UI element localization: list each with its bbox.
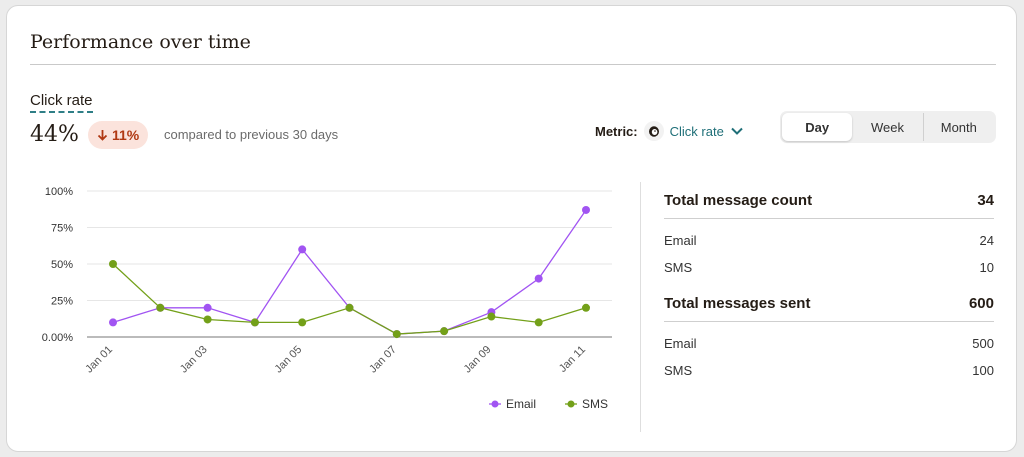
x-tick-label: Jan 05 — [272, 344, 304, 376]
stats-row-value: 10 — [979, 260, 994, 275]
stats-label: Total messages sent — [664, 294, 811, 312]
metric-dropdown[interactable]: Metric: Click rate — [595, 118, 744, 144]
data-point-email — [298, 245, 307, 254]
chevron-down-icon[interactable] — [730, 126, 744, 136]
metric-value: 44% — [30, 122, 79, 147]
stats-header-messages-sent: Total messages sent 600 — [664, 285, 994, 322]
stats-value: 34 — [977, 191, 994, 209]
x-tick-label: Jan 01 — [83, 344, 115, 376]
range-tab-month[interactable]: Month — [922, 113, 994, 141]
y-tick-label: 75% — [51, 223, 73, 235]
data-point-sms — [298, 318, 307, 327]
panel-divider — [640, 182, 641, 432]
metric-dropdown-value[interactable]: Click rate — [669, 123, 724, 139]
x-tick-label: Jan 07 — [367, 344, 399, 376]
data-point-sms — [345, 303, 354, 312]
data-point-email — [203, 303, 212, 312]
stats-row-sms-sent: SMS 100 — [664, 357, 994, 384]
legend-label: SMS — [582, 397, 608, 411]
title-divider — [30, 64, 996, 65]
stats-row-label: Email — [664, 233, 697, 248]
y-tick-label: 25% — [51, 296, 73, 308]
series-line-sms — [112, 263, 587, 335]
legend-label: Email — [506, 397, 536, 411]
data-point-sms — [203, 315, 212, 324]
stats-panel: Total message count 34 Email 24 SMS 10 T… — [664, 182, 994, 384]
data-point-sms — [250, 318, 259, 327]
series-line-email — [112, 209, 587, 335]
stats-row-value: 100 — [972, 363, 994, 378]
x-tick-label: Jan 09 — [462, 344, 494, 376]
change-badge: 11% — [88, 121, 149, 149]
performance-card: Performance over time Click rate 44% 11%… — [6, 5, 1017, 452]
compare-text: compared to previous 30 days — [164, 127, 339, 142]
data-point-email — [109, 318, 117, 327]
legend-marker — [567, 400, 575, 408]
x-tick-label: Jan 11 — [557, 344, 588, 375]
stats-label: Total message count — [664, 191, 813, 209]
x-tick-label: Jan 03 — [178, 344, 210, 376]
stats-row-email-sent: Email 500 — [664, 330, 994, 357]
y-tick-label: 0.00% — [42, 332, 73, 344]
stats-row-email-count: Email 24 — [664, 227, 994, 254]
metric-label[interactable]: Click rate — [30, 92, 93, 113]
stats-row-label: SMS — [664, 260, 693, 275]
stats-row-sms-count: SMS 10 — [664, 254, 994, 281]
range-toggle: Day Week Month — [780, 111, 996, 143]
stats-row-label: SMS — [664, 363, 693, 378]
range-tab-week[interactable]: Week — [870, 119, 904, 135]
arrow-down-icon — [97, 130, 108, 141]
data-point-sms — [109, 260, 117, 268]
stats-row-label: Email — [664, 336, 697, 351]
card-title: Performance over time — [30, 31, 251, 53]
data-point-email — [534, 274, 543, 283]
mailchimp-freddie-icon — [643, 121, 664, 141]
legend-marker — [491, 400, 499, 408]
stats-row-value: 500 — [972, 336, 994, 351]
metric-dropdown-label: Metric: — [595, 123, 638, 139]
stats-value: 600 — [968, 294, 994, 312]
data-point-sms — [487, 312, 496, 321]
y-tick-label: 50% — [51, 259, 73, 271]
data-point-sms — [534, 318, 543, 327]
data-point-sms — [392, 330, 401, 339]
range-tab-day[interactable]: Day — [782, 113, 853, 141]
click-rate-line-chart: 100% 75% 50% 25% 0.00% Jan 01 Jan 03 Jan 05 Jan … — [42, 186, 612, 411]
data-point-sms — [440, 327, 449, 336]
stats-header-message-count: Total message count 34 — [664, 182, 994, 219]
y-tick-label: 100% — [45, 186, 73, 198]
stats-row-value: 24 — [979, 233, 994, 248]
data-point-sms — [582, 303, 590, 312]
change-value: 11% — [112, 127, 140, 143]
data-point-sms — [156, 303, 165, 312]
data-point-email — [582, 205, 590, 214]
